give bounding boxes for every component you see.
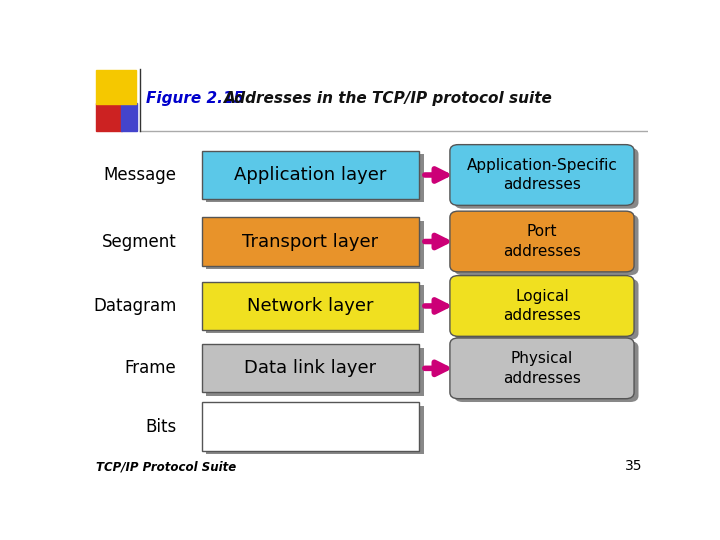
Text: Message: Message [104,166,176,184]
FancyBboxPatch shape [454,279,639,340]
Text: TCP/IP Protocol Suite: TCP/IP Protocol Suite [96,460,236,473]
Text: Transport layer: Transport layer [243,233,379,251]
Bar [206,154,423,202]
Bar [206,406,423,454]
Bar [202,151,419,199]
Text: Frame: Frame [125,359,176,377]
Text: Bits: Bits [145,417,176,436]
Text: Network layer: Network layer [247,297,374,315]
Text: Datagram: Datagram [93,297,176,315]
Bar [96,70,136,104]
Bar [206,221,423,269]
FancyBboxPatch shape [454,148,639,208]
Bar [206,285,423,333]
Text: Data link layer: Data link layer [244,359,377,377]
FancyBboxPatch shape [450,211,634,272]
Text: Physical
addresses: Physical addresses [503,351,581,386]
Text: Figure 2.15: Figure 2.15 [145,91,244,105]
FancyBboxPatch shape [454,341,639,402]
Bar [96,103,122,131]
Text: 35: 35 [625,459,642,473]
FancyBboxPatch shape [450,145,634,205]
Bar [121,103,138,131]
Bar [202,218,419,266]
Text: Port
addresses: Port addresses [503,224,581,259]
FancyBboxPatch shape [454,214,639,275]
Bar [206,348,423,396]
Text: Application layer: Application layer [234,166,387,184]
Bar [202,282,419,330]
Text: Addresses in the TCP/IP protocol suite: Addresses in the TCP/IP protocol suite [224,91,553,105]
Text: Logical
addresses: Logical addresses [503,288,581,323]
Bar [202,402,419,451]
Text: Application-Specific
addresses: Application-Specific addresses [467,158,618,192]
FancyBboxPatch shape [450,338,634,399]
Text: Segment: Segment [102,233,176,251]
FancyBboxPatch shape [450,275,634,336]
Bar [202,344,419,393]
